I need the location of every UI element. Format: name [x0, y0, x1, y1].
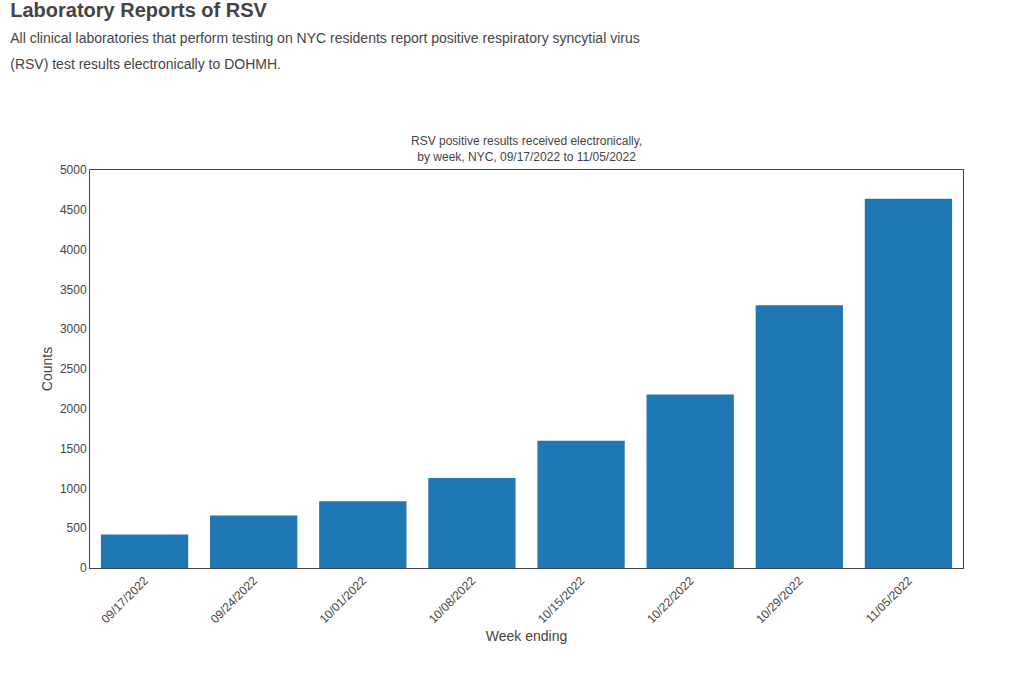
svg-text:2500: 2500: [60, 362, 87, 376]
svg-text:10/08/2022: 10/08/2022: [426, 574, 479, 627]
svg-text:4000: 4000: [60, 243, 87, 257]
svg-text:RSV positive results received: RSV positive results received electronic…: [411, 134, 642, 164]
svg-text:4500: 4500: [60, 203, 87, 217]
svg-text:10/29/2022: 10/29/2022: [753, 574, 806, 627]
svg-text:1500: 1500: [60, 442, 87, 456]
svg-text:5000: 5000: [60, 163, 87, 177]
svg-text:0: 0: [80, 561, 87, 575]
svg-text:10/01/2022: 10/01/2022: [317, 574, 370, 627]
svg-text:Week ending: Week ending: [486, 628, 567, 644]
svg-text:09/17/2022: 09/17/2022: [99, 574, 152, 627]
svg-text:09/24/2022: 09/24/2022: [208, 574, 261, 627]
svg-text:3500: 3500: [60, 283, 87, 297]
svg-text:Counts: Counts: [39, 347, 55, 391]
svg-text:3000: 3000: [60, 322, 87, 336]
svg-text:500: 500: [67, 521, 87, 535]
svg-text:Laboratory Reports of RSVAll c: Laboratory Reports of RSVAll clinical la…: [10, 0, 639, 72]
svg-text:2000: 2000: [60, 402, 87, 416]
svg-text:10/15/2022: 10/15/2022: [535, 574, 588, 627]
svg-text:1000: 1000: [60, 482, 87, 496]
svg-text:11/05/2022: 11/05/2022: [863, 574, 915, 626]
svg-text:10/22/2022: 10/22/2022: [644, 574, 697, 627]
